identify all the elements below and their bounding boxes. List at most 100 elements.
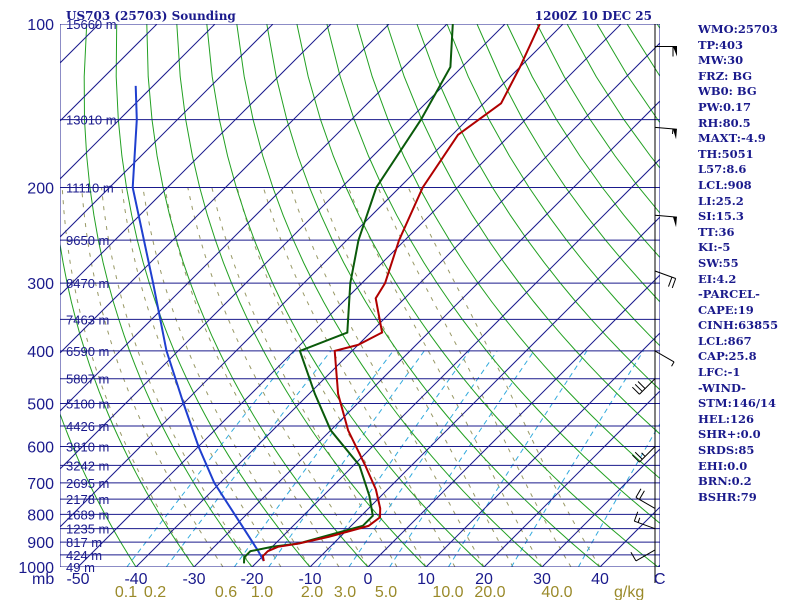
wind-barb-staff	[639, 378, 656, 395]
sounding-index: RH:80.5	[698, 115, 751, 130]
wind-barb-flag	[671, 278, 677, 289]
dry-adiabat-line	[176, 24, 427, 567]
sounding-index: STM:146/14	[698, 396, 777, 411]
isotherm-line	[60, 24, 158, 122]
pressure-tick-label: 600	[27, 440, 54, 457]
wind-barb-half-flag	[637, 517, 641, 523]
dry-adiabat-line	[236, 24, 543, 567]
sounding-index: LCL:867	[698, 333, 752, 348]
dry-adiabat-line	[506, 24, 660, 259]
height-level-label: 11110 m	[66, 180, 114, 195]
temperature-unit-label: C	[654, 571, 666, 588]
mixing-ratio-tick-label: 3.0	[334, 584, 356, 600]
height-level-label: 2695 m	[66, 476, 109, 491]
pressure-tick-label: 700	[27, 476, 54, 493]
sounding-index: SW:55	[698, 255, 739, 270]
temperature-tick-label: -40	[124, 571, 147, 588]
sounding-index: EI:4.2	[698, 271, 737, 286]
height-level-label: 424 m	[66, 548, 102, 563]
height-level-label: 5807 m	[66, 372, 109, 387]
dry-adiabat-line	[206, 24, 485, 567]
dry-adiabat-line	[476, 24, 660, 303]
height-level-label: 8470 m	[66, 276, 109, 291]
wind-barb-staff	[635, 549, 656, 562]
wind-barb-flag	[632, 454, 640, 463]
sounding-index: MAXT:-4.9	[698, 131, 766, 146]
wind-barb-pennant	[672, 128, 677, 140]
height-level-label: 1235 m	[66, 522, 109, 537]
mixing-ratio-line	[389, 350, 535, 567]
height-level-label: 3242 m	[66, 458, 109, 473]
pressure-tick-label: 300	[27, 276, 54, 293]
wind-barb-half-flag	[641, 452, 646, 457]
pressure-tick-label: 200	[27, 180, 54, 197]
pressure-tick-label: 400	[27, 344, 54, 361]
sounding-index: BSHR:79	[698, 489, 757, 504]
mixing-ratio-line	[233, 350, 394, 567]
moist-adiabat-line	[407, 187, 601, 567]
moist-adiabat-line	[347, 187, 543, 567]
height-level-label: 49 m	[66, 560, 95, 575]
temperature-trace	[261, 24, 541, 562]
mixing-ratio-tick-label: 0.1	[115, 584, 137, 600]
dry-adiabat-line	[296, 24, 659, 567]
pressure-tick-label: 100	[27, 17, 54, 34]
sounding-index: LI:25.2	[698, 193, 744, 208]
sounding-index: LFC:-1	[698, 365, 741, 380]
sounding-index: -WIND-	[698, 380, 746, 395]
mixing-ratio-tick-label: 40.0	[541, 584, 572, 600]
temperature-tick-label: 20	[475, 571, 493, 588]
sounding-index: CAPE:19	[698, 302, 754, 317]
mixing-ratio-line	[447, 350, 588, 567]
isotherm-line	[367, 274, 660, 567]
wind-barb-flag	[634, 451, 643, 460]
height-level-label: 5100 m	[66, 397, 109, 412]
height-level-label: 1689 m	[66, 507, 109, 522]
isotherm-line	[135, 42, 660, 567]
temperature-tick-label: -30	[182, 571, 205, 588]
isotherm-line	[251, 158, 660, 567]
wind-barb-staff	[635, 496, 656, 509]
moist-adiabat-line	[211, 187, 398, 567]
mixing-ratio-tick-label: 0.2	[144, 584, 166, 600]
height-level-label: 15660 m	[66, 17, 117, 32]
isotherm-line	[541, 448, 660, 567]
moist-adiabat-line	[81, 187, 224, 567]
temperature-tick-label: 10	[417, 571, 435, 588]
mixing-ratio-tick-label: 5.0	[375, 584, 397, 600]
sounding-index: TT:36	[698, 224, 735, 239]
isotherm-line	[193, 100, 660, 567]
sounding-index: CINH:63855	[698, 318, 779, 333]
sounding-index: FRZ: BG	[698, 68, 753, 83]
wind-barb-staff	[654, 214, 677, 218]
sounding-index: KI:-5	[698, 240, 731, 255]
dry-adiabat-line	[115, 24, 311, 567]
isotherm-line	[483, 390, 660, 567]
isotherm-line	[60, 24, 332, 296]
mixing-ratio-tick-label: 1.0	[251, 584, 273, 600]
pressure-tick-label: 500	[27, 397, 54, 414]
height-level-label: 7463 m	[66, 312, 109, 327]
dry-adiabat-line	[266, 24, 601, 567]
wind-barb-half-flag	[671, 361, 675, 367]
isotherm-line	[60, 24, 216, 180]
mixing-ratio-line	[348, 350, 498, 567]
height-level-label: 6590 m	[66, 344, 109, 359]
isotherm-line	[60, 24, 564, 528]
moist-adiabat-line	[164, 187, 340, 567]
station-title: US703 (25703) Sounding	[66, 9, 236, 23]
parcel-trace	[131, 85, 265, 562]
sounding-index: EHI:0.0	[698, 458, 748, 473]
dry-adiabat-line	[446, 24, 660, 347]
isotherm-line	[60, 24, 448, 412]
sounding-index: LCL:908	[698, 177, 752, 192]
sounding-index: WB0: BG	[698, 84, 757, 99]
height-level-label: 13010 m	[66, 113, 117, 128]
height-level-label: 817 m	[66, 535, 102, 550]
isotherm-line	[60, 24, 390, 354]
sounding-index: PW:0.17	[698, 99, 752, 114]
temperature-tick-label: 40	[591, 571, 609, 588]
dry-adiabat-line	[60, 241, 195, 567]
